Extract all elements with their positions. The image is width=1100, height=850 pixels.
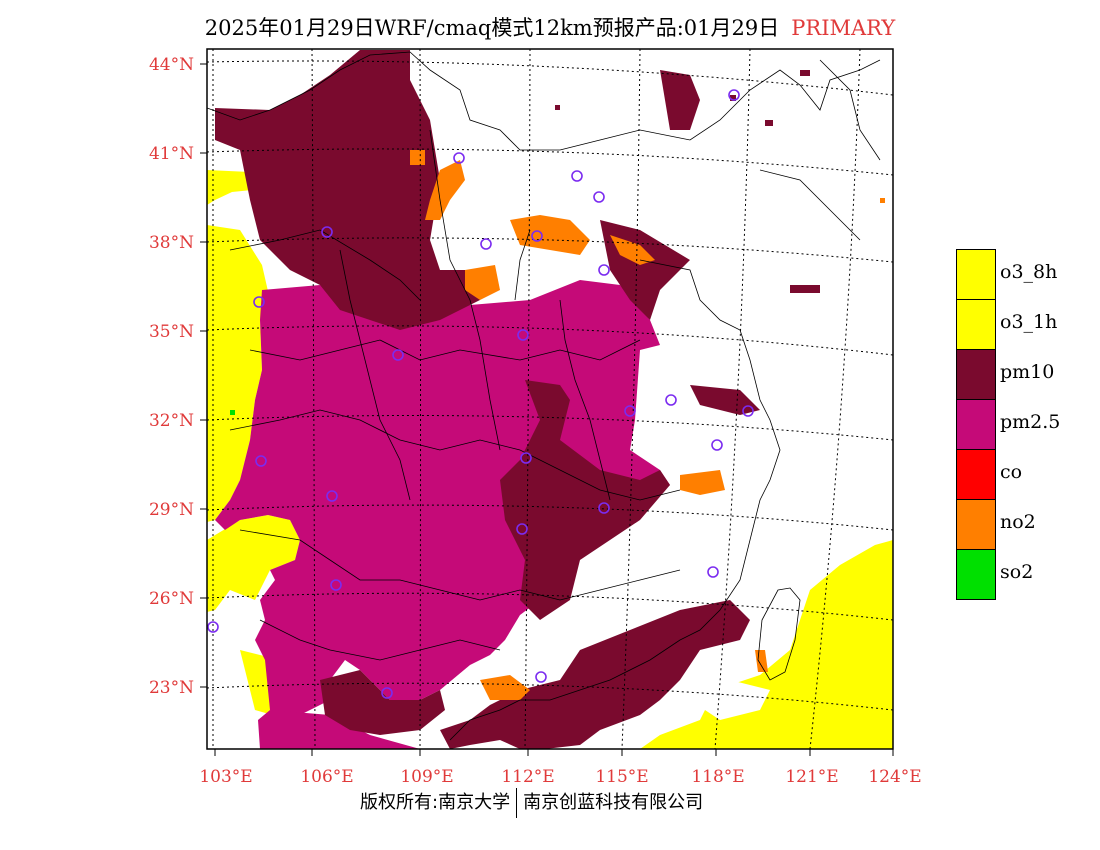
legend-swatch [956,349,996,399]
lat-label: 35°N [149,322,194,342]
pm10-regions [215,50,760,749]
footer-divider [516,788,518,818]
no2-region-shanxi [465,265,500,300]
station-markers [207,89,754,699]
scattered-cells [230,70,885,415]
station-marker [593,191,605,203]
pm10-region-southeast [440,600,750,749]
station-marker [453,152,465,164]
station-marker [598,502,610,514]
no2-region-north [425,160,465,220]
o3-region-southwest [207,515,300,612]
pm10-region-central [500,380,670,620]
lon-label: 112°E [501,767,554,787]
title-text: 2025年01月29日WRF/cmaq模式12km预报产品:01月29日 [204,16,780,40]
legend-swatch [956,299,996,349]
station-marker [531,230,543,242]
pm10-region-northeast [660,70,700,130]
lat-label: 32°N [149,411,194,431]
station-marker [516,523,528,535]
pm10-region-coast [690,385,760,415]
station-marker [392,349,404,361]
map-title: 2025年01月29日WRF/cmaq模式12km预报产品:01月29日 PRIM… [0,12,1100,42]
station-marker [571,170,583,182]
legend-item-pm25: pm2.5 [956,399,1086,449]
latitude-labels: 44°N 41°N 38°N 35°N 32°N 29°N 26°N 23°N [149,55,194,698]
legend-item-pm10: pm10 [956,349,1086,399]
legend-label: o3_8h [1000,261,1058,283]
station-marker [665,394,677,406]
station-marker [255,455,267,467]
station-marker [624,405,636,417]
lon-label: 103°E [199,767,252,787]
lat-label: 23°N [149,678,194,698]
no2-region-beijing [510,215,590,255]
lon-label: 109°E [400,767,453,787]
station-marker [330,579,342,591]
no2-region-guangdong [480,675,530,700]
no2-region-tianjin [610,235,655,265]
legend-label: no2 [1000,511,1036,533]
legend-label: o3_1h [1000,311,1058,333]
o3-region-sea-2 [690,680,770,720]
pm10-region-north [215,50,480,330]
legend-swatch [956,399,996,449]
map-plot-area [207,49,893,749]
lat-label: 38°N [149,233,194,253]
map-frame [206,48,894,750]
legend-swatch [956,449,996,499]
legend-swatch [956,549,996,600]
station-marker [253,296,265,308]
pm25-region-south [258,710,420,749]
station-marker [517,329,529,341]
lon-label: 121°E [785,767,838,787]
legend-item-o3-1h: o3_1h [956,299,1086,349]
legend-label: pm2.5 [1000,411,1061,433]
lat-label: 41°N [149,144,194,164]
lon-label: 124°E [868,767,921,787]
copyright-left: 版权所有:南京大学 [360,792,511,813]
o3-region-sea [640,540,893,749]
station-marker [326,490,338,502]
station-marker [535,671,547,683]
station-marker [742,405,754,417]
lon-label: 118°E [691,767,744,787]
legend-label: so2 [1000,561,1034,583]
lon-label: 106°E [300,767,353,787]
lat-label: 44°N [149,55,194,75]
boundaries [207,51,881,741]
axis-ticks [200,63,894,756]
lon-label: 115°E [595,767,648,787]
legend-item-so2: so2 [956,549,1086,600]
lat-label: 26°N [149,589,194,609]
lat-label: 29°N [149,500,194,520]
station-marker [520,452,532,464]
legend-item-no2: no2 [956,499,1086,549]
station-marker [321,226,333,238]
legend: o3_8h o3_1h pm10 pm2.5 co no2 so2 [956,249,1086,600]
o3-region-west [207,170,252,205]
station-marker [728,89,740,101]
no2-regions [410,150,768,700]
no2-region-shanghai [680,470,725,495]
legend-item-o3-8h: o3_8h [956,249,1086,299]
legend-label: pm10 [1000,361,1055,383]
station-marker [711,439,723,451]
no2-region-hebei [410,150,425,165]
legend-item-co: co [956,449,1086,499]
legend-swatch [956,499,996,549]
legend-swatch [956,249,996,299]
title-tag: PRIMARY [791,16,896,40]
copyright-right: 南京创蓝科技有限公司 [523,792,704,813]
station-marker [207,621,219,633]
station-marker [381,687,393,699]
copyright-footer: 版权所有:南京大学 南京创蓝科技有限公司 [360,788,703,818]
station-marker [707,566,719,578]
pm10-region-west-south [320,670,445,735]
station-marker [480,238,492,250]
station-marker [598,264,610,276]
legend-label: co [1000,461,1023,483]
longitude-labels: 103°E 106°E 109°E 112°E 115°E 118°E 121°… [199,767,921,787]
